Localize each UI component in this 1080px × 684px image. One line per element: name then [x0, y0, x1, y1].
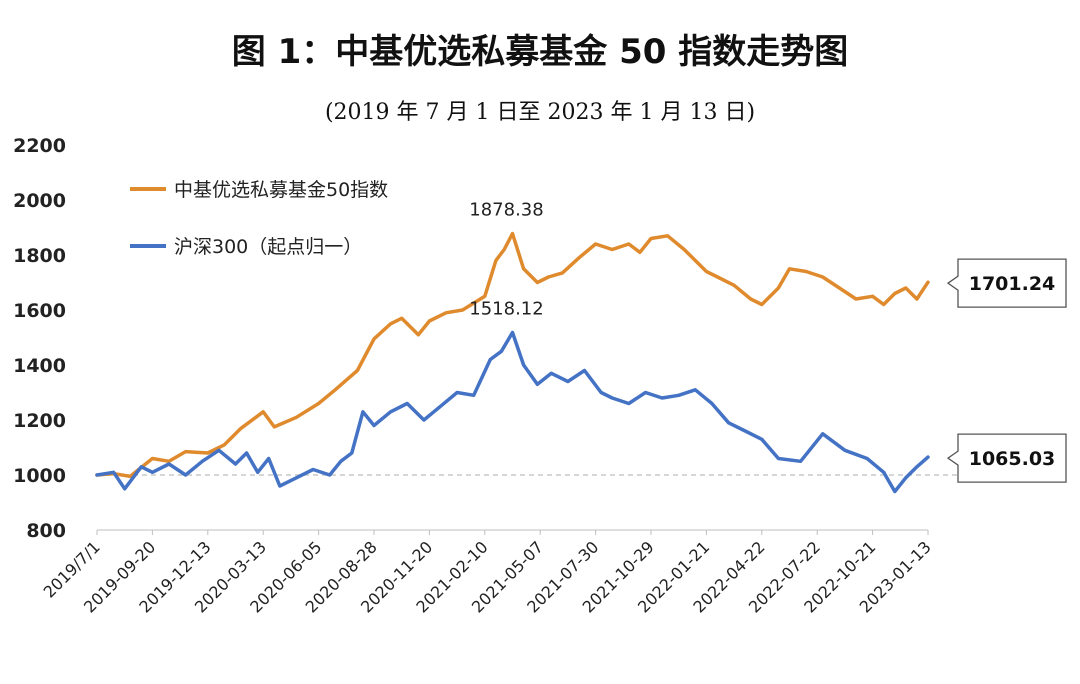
y-tick-label: 2000 — [13, 190, 66, 212]
series-line-1 — [95, 330, 930, 494]
end-value-callout-box — [946, 433, 1067, 483]
y-tick-label: 1200 — [13, 410, 66, 432]
y-tick-label: 800 — [26, 520, 66, 542]
y-axis: 800 1000 1200 1400 1600 1800 2000 2200 — [13, 135, 66, 542]
end-value-label: 1701.24 — [969, 273, 1056, 295]
chart-subtitle: (2019 年 7 月 1 日至 2023 年 1 月 13 日) — [324, 100, 756, 125]
series-line-0 — [95, 231, 930, 479]
end-value-callout-box — [946, 258, 1067, 308]
y-tick-label: 1400 — [13, 355, 66, 377]
y-tick-label: 1600 — [13, 300, 66, 322]
y-tick-label: 1800 — [13, 245, 66, 267]
peak-value-label: 1878.38 — [469, 199, 543, 220]
legend-label: 沪深300（起点归一） — [174, 236, 362, 258]
end-value-label: 1065.03 — [969, 448, 1056, 470]
y-tick-label: 1000 — [13, 465, 66, 487]
end-callouts: 1701.24 1065.03 — [946, 258, 1067, 483]
peak-annotations: 1878.38 1518.12 — [469, 199, 543, 319]
legend-label: 中基优选私募基金50指数 — [174, 179, 388, 201]
y-tick-label: 2200 — [13, 135, 66, 157]
chart-title: 图 1：中基优选私募基金 50 指数走势图 — [231, 32, 849, 72]
peak-value-label: 1518.12 — [469, 299, 543, 320]
series-layer — [95, 231, 930, 494]
x-axis: 2019/7/12019-09-202019-12-132020-03-1320… — [40, 530, 935, 617]
